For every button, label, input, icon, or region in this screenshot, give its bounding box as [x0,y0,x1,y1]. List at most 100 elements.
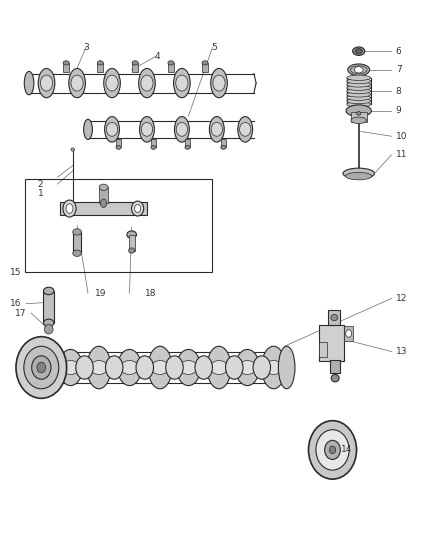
Ellipse shape [139,68,155,98]
Ellipse shape [43,287,54,295]
Ellipse shape [69,68,85,98]
Bar [351,112,367,123]
Ellipse shape [355,49,362,54]
Ellipse shape [121,360,138,375]
Ellipse shape [116,146,121,149]
Ellipse shape [40,75,53,91]
Ellipse shape [136,356,153,379]
Bar [185,140,190,148]
Ellipse shape [213,75,225,91]
Ellipse shape [63,200,76,217]
Ellipse shape [30,346,54,389]
Ellipse shape [84,119,92,140]
Bar [328,310,340,325]
Text: 9: 9 [396,106,402,115]
Ellipse shape [71,148,74,151]
Bar [344,326,353,341]
Ellipse shape [66,204,73,213]
Text: 4: 4 [155,52,161,61]
Ellipse shape [32,356,51,379]
Ellipse shape [238,117,253,142]
Ellipse shape [106,75,118,91]
Ellipse shape [343,168,374,179]
Ellipse shape [325,440,340,459]
Bar [97,63,103,72]
Ellipse shape [221,146,226,149]
Ellipse shape [46,356,64,379]
Bar [168,63,174,72]
Bar [330,360,340,373]
Text: 7: 7 [396,66,402,74]
Ellipse shape [346,105,371,117]
Bar [132,63,138,72]
Ellipse shape [180,360,197,375]
Ellipse shape [134,205,141,213]
Ellipse shape [24,71,34,95]
Text: 3: 3 [83,43,89,52]
Ellipse shape [347,99,371,104]
Ellipse shape [151,146,156,149]
Ellipse shape [106,356,123,379]
Text: 13: 13 [396,347,407,356]
Ellipse shape [240,123,251,136]
Ellipse shape [331,314,338,321]
Ellipse shape [132,61,138,65]
Ellipse shape [43,319,54,327]
Ellipse shape [211,68,227,98]
Bar [63,63,69,72]
Bar [60,201,147,215]
Ellipse shape [168,61,174,65]
Text: 11: 11 [396,150,407,159]
Bar [151,140,156,148]
Ellipse shape [71,212,74,215]
Ellipse shape [141,75,153,91]
Bar [221,140,226,148]
Bar [129,235,135,251]
Ellipse shape [140,117,154,142]
Ellipse shape [117,350,141,385]
Text: 19: 19 [95,288,106,297]
Bar [99,187,108,203]
Ellipse shape [44,325,53,334]
Text: 16: 16 [10,299,21,308]
Text: 18: 18 [145,288,156,297]
Text: 6: 6 [396,47,402,55]
Ellipse shape [59,350,82,385]
Ellipse shape [185,146,190,149]
Ellipse shape [348,64,370,76]
Text: 2: 2 [38,180,43,189]
Ellipse shape [151,360,169,375]
Ellipse shape [97,61,103,65]
Ellipse shape [347,82,371,87]
Ellipse shape [33,360,51,375]
Ellipse shape [347,92,371,97]
Ellipse shape [211,123,223,136]
Ellipse shape [329,446,336,454]
Ellipse shape [207,346,231,389]
Ellipse shape [24,346,59,389]
Ellipse shape [353,47,365,55]
Ellipse shape [129,248,135,253]
Ellipse shape [253,356,271,379]
Text: 14: 14 [341,446,353,455]
Ellipse shape [239,360,256,375]
Ellipse shape [38,68,55,98]
Ellipse shape [357,111,361,115]
Ellipse shape [131,201,144,216]
Ellipse shape [347,75,371,80]
Ellipse shape [73,229,81,235]
Ellipse shape [347,88,371,94]
Ellipse shape [99,184,108,190]
Ellipse shape [100,199,106,207]
Ellipse shape [347,95,371,100]
Ellipse shape [148,346,172,389]
Text: 15: 15 [10,269,21,277]
Bar [318,342,327,357]
Ellipse shape [354,67,363,73]
Ellipse shape [76,356,93,379]
Bar [318,325,344,361]
Text: 10: 10 [396,132,407,141]
Ellipse shape [166,356,183,379]
Ellipse shape [176,123,187,136]
Ellipse shape [127,231,137,238]
